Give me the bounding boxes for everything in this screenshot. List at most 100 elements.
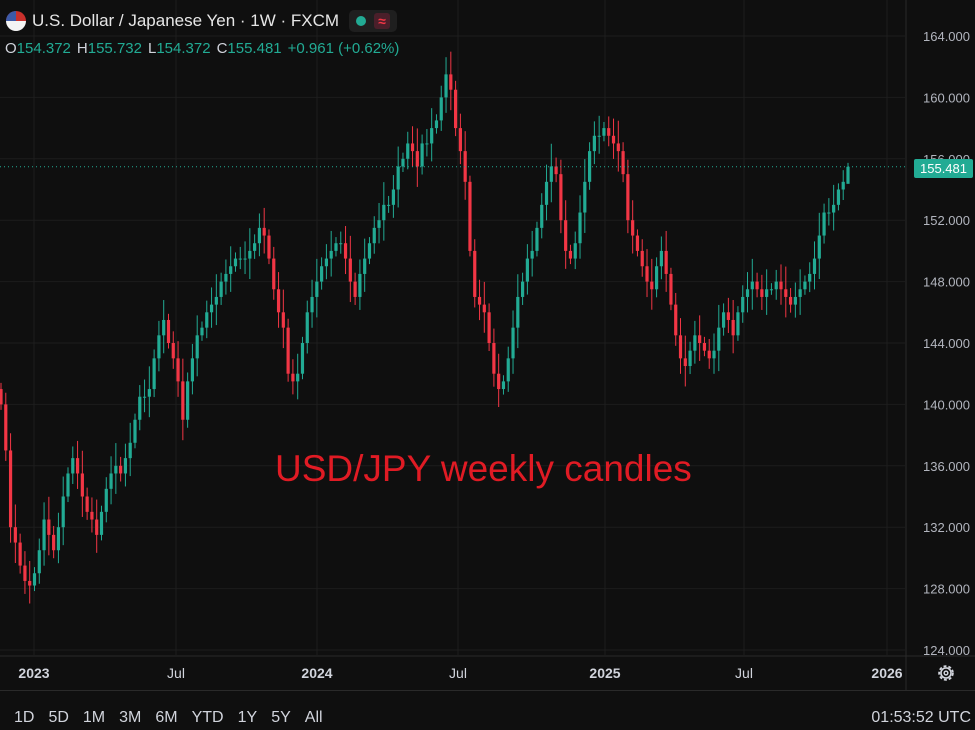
candle-body <box>85 496 89 512</box>
candle-body <box>401 158 405 167</box>
candle <box>176 341 180 397</box>
candle <box>401 152 405 173</box>
gear-icon[interactable] <box>935 662 957 684</box>
candle-body <box>808 273 812 282</box>
bottom-toolbar: 1D 5D 1M 3M 6M YTD 1Y 5Y All 01:53:52 UTC <box>0 690 975 730</box>
candle <box>272 246 276 300</box>
candle-body <box>133 419 137 443</box>
range-1d[interactable]: 1D <box>14 709 35 726</box>
candle <box>229 246 233 292</box>
price-axis[interactable]: 164.000160.000156.000152.000148.000144.0… <box>905 0 970 690</box>
candle-body <box>473 250 477 297</box>
range-6m[interactable]: 6M <box>155 709 178 726</box>
us-jp-flag-icon <box>6 11 26 31</box>
candle <box>774 269 778 300</box>
candle <box>243 241 247 275</box>
candle-body <box>721 312 726 328</box>
candle-body <box>554 166 558 175</box>
candle <box>769 283 774 295</box>
candle <box>320 257 324 290</box>
candle-body <box>669 273 673 305</box>
candles <box>0 51 850 604</box>
candle <box>0 382 3 410</box>
candle-body <box>61 496 65 528</box>
candle <box>664 230 668 292</box>
candle-body <box>832 204 836 213</box>
candle <box>37 538 41 584</box>
candle-body <box>836 189 841 205</box>
candle <box>123 443 128 487</box>
candle-body <box>324 258 329 267</box>
candle <box>755 272 759 298</box>
candle <box>406 131 410 170</box>
candle-body <box>506 358 510 382</box>
candle-body <box>190 358 195 382</box>
candle <box>597 115 601 154</box>
range-5y[interactable]: 5Y <box>271 709 291 726</box>
x-tick-label: Jul <box>735 665 753 681</box>
range-1y[interactable]: 1Y <box>237 709 258 726</box>
symbol-header[interactable]: U.S. Dollar / Japanese Yen · 1W · FXCM ≈ <box>6 10 397 32</box>
candle <box>286 318 290 382</box>
range-ytd[interactable]: YTD <box>191 709 224 726</box>
candle-body <box>841 181 845 190</box>
candle-body <box>621 151 625 175</box>
candle-body <box>162 319 166 336</box>
candle-body <box>52 534 56 551</box>
candle-body <box>449 74 453 90</box>
range-1m[interactable]: 1M <box>82 709 106 726</box>
candle <box>760 274 764 310</box>
candle <box>784 266 788 318</box>
range-all[interactable]: All <box>304 709 323 726</box>
candle-body <box>434 120 439 129</box>
status-pill[interactable]: ≈ <box>349 10 397 32</box>
indicator-icon[interactable]: ≈ <box>374 13 390 29</box>
range-3m[interactable]: 3M <box>119 709 142 726</box>
candle-body <box>731 319 735 336</box>
clock[interactable]: 01:53:52 UTC <box>871 709 971 726</box>
candle-body <box>812 258 817 274</box>
candle <box>324 244 329 280</box>
candle-body <box>42 519 46 551</box>
candle <box>396 146 400 208</box>
candle-body <box>846 166 850 184</box>
candle-body <box>363 258 367 274</box>
candle-body <box>123 458 128 474</box>
candle-body <box>645 266 649 282</box>
candle-body <box>573 243 577 259</box>
candle <box>559 159 563 234</box>
candle <box>611 118 616 159</box>
time-axis[interactable]: 2023 Jul 2024 Jul 2025 Jul 2026 <box>0 655 975 681</box>
candle-body <box>382 204 386 221</box>
candle-body <box>95 519 99 535</box>
candle <box>52 525 56 559</box>
candle <box>363 238 367 292</box>
candle-body <box>650 281 654 290</box>
ohlc-values: O154.372 H155.732 L154.372 C155.481 +0.9… <box>5 40 399 57</box>
candle <box>750 258 754 310</box>
candle-body <box>827 212 831 214</box>
candle-body <box>516 296 520 328</box>
low-label: L <box>147 40 157 57</box>
candle-body <box>439 97 443 121</box>
candle <box>477 279 482 321</box>
price-chart[interactable]: 164.000160.000156.000152.000148.000144.0… <box>0 0 975 690</box>
candle-body <box>276 289 281 313</box>
candle <box>765 269 769 315</box>
candle-body <box>262 227 266 236</box>
candle <box>650 258 654 310</box>
candle <box>635 229 640 257</box>
candle-body <box>238 258 242 260</box>
candle <box>291 359 295 395</box>
candle-body <box>224 273 228 282</box>
candle-body <box>611 135 616 144</box>
candle <box>506 346 510 392</box>
candle-body <box>56 527 61 551</box>
candle <box>444 57 448 113</box>
candle-body <box>23 565 27 581</box>
candle <box>779 264 783 305</box>
symbol-title[interactable]: U.S. Dollar / Japanese Yen · 1W · FXCM <box>32 11 340 30</box>
candle-body <box>444 74 448 98</box>
candle <box>430 108 434 162</box>
range-5d[interactable]: 5D <box>48 709 69 726</box>
